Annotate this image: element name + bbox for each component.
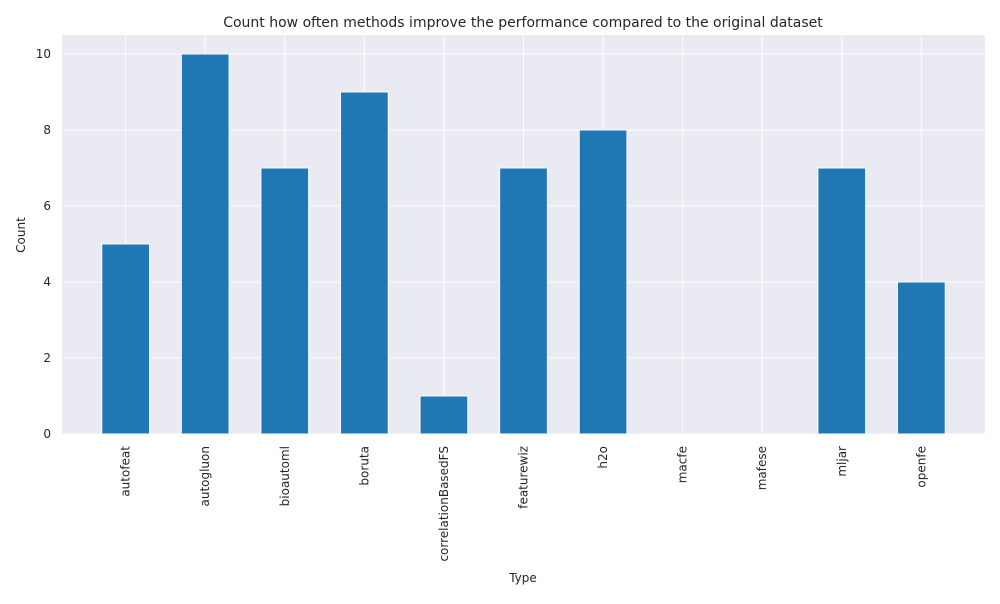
bar-featurewiz bbox=[499, 167, 548, 435]
bar-correlationBasedFS bbox=[419, 395, 469, 435]
x-tick-label: correlationBasedFS bbox=[437, 446, 451, 562]
chart-title: Count how often methods improve the perf… bbox=[223, 15, 823, 31]
bar-bioautoml bbox=[260, 167, 310, 435]
x-tick-label: boruta bbox=[357, 446, 371, 486]
x-tick-label: mljar bbox=[835, 446, 849, 477]
bar-boruta bbox=[339, 91, 389, 435]
bar-autofeat bbox=[101, 243, 151, 435]
y-tick-label: 8 bbox=[43, 123, 51, 137]
x-tick-label: autofeat bbox=[119, 446, 133, 497]
x-tick-label: h2o bbox=[596, 446, 610, 469]
x-tick-label: autogluon bbox=[198, 446, 212, 507]
x-tick-label: featurewiz bbox=[517, 446, 531, 509]
x-tick-label: mafese bbox=[755, 446, 769, 490]
y-axis-label: Count bbox=[14, 217, 28, 253]
x-tick-label: openfe bbox=[914, 446, 928, 488]
x-axis-label: Type bbox=[508, 571, 537, 585]
bar-openfe bbox=[896, 281, 946, 435]
y-tick-label: 2 bbox=[43, 351, 51, 365]
bar-h2o bbox=[578, 129, 628, 435]
bars bbox=[101, 53, 946, 435]
x-tick-label: macfe bbox=[676, 446, 690, 483]
bar-mljar bbox=[817, 167, 867, 435]
x-tick-labels: autofeat autogluon bioautoml boruta correlat… bbox=[119, 446, 929, 562]
y-tick-label: 10 bbox=[36, 47, 51, 61]
y-tick-labels: 0 2 4 6 8 10 bbox=[36, 47, 51, 441]
y-tick-label: 6 bbox=[43, 199, 51, 213]
bar-autogluon bbox=[180, 53, 230, 435]
x-tick-label: bioautoml bbox=[278, 446, 292, 506]
y-tick-label: 0 bbox=[43, 427, 51, 441]
y-tick-label: 4 bbox=[43, 275, 51, 289]
